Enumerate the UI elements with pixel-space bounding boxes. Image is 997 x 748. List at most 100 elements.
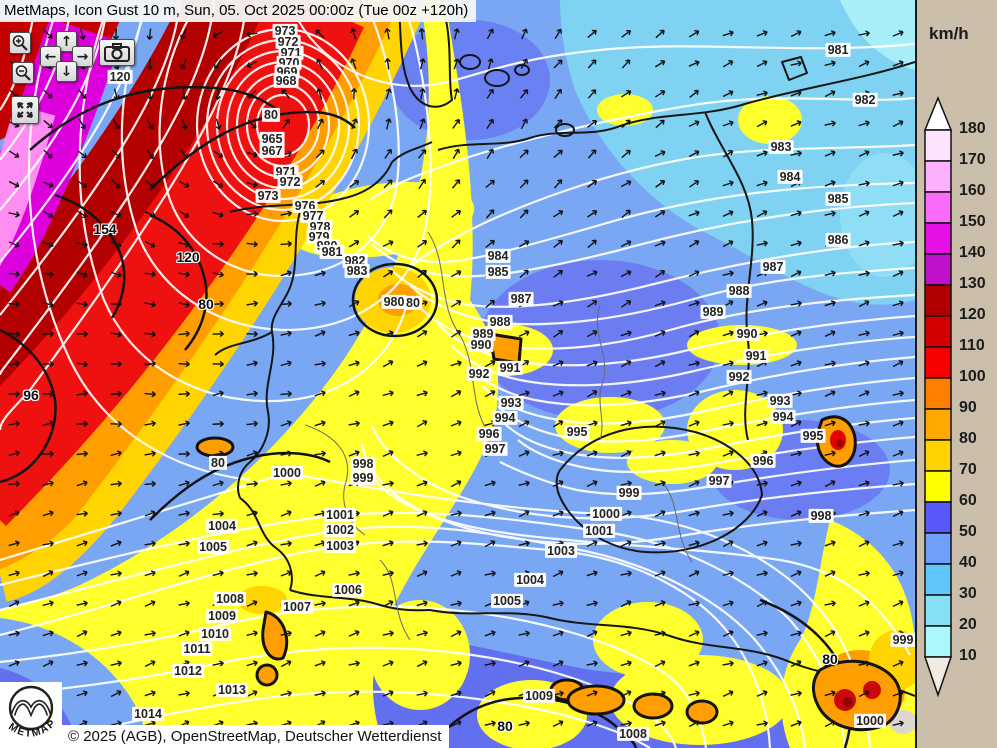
isobar-label: 984: [485, 248, 511, 264]
isobar-label: 995: [564, 424, 590, 440]
wind-arrow: [587, 239, 597, 249]
wind-arrow: [892, 570, 904, 577]
legend-value: 70: [959, 461, 977, 478]
wind-arrow: [722, 510, 734, 517]
pan-left-button[interactable]: ←: [40, 46, 61, 67]
wind-arrow: [8, 211, 20, 218]
isobar-label: 973: [255, 188, 281, 204]
wind-arrow: [756, 90, 768, 97]
isobar-label: 999: [616, 485, 642, 501]
wind-arrow: [688, 120, 700, 127]
wind-arrow: [824, 630, 836, 638]
wind-arrow: [722, 60, 734, 68]
wind-arrow: [419, 88, 426, 100]
wind-arrow: [146, 148, 154, 160]
wind-arrow: [892, 510, 904, 518]
fullscreen-button[interactable]: [11, 96, 39, 124]
wind-arrow: [553, 179, 563, 189]
isobar-label: 972: [275, 34, 301, 50]
legend-values: 180 170 160 150 140 130 120 110 100 90 80 70 60 50 40 3…: [917, 0, 997, 748]
wind-arrow: [484, 540, 496, 548]
wind-arrow: [824, 270, 836, 277]
wind-arrow: [246, 60, 258, 68]
wind-arrow: [144, 660, 156, 668]
wind-arrow: [518, 660, 530, 667]
pan-right-button[interactable]: →: [72, 46, 93, 67]
wind-arrow: [824, 150, 836, 157]
wind-arrow: [722, 720, 734, 727]
legend-value: 30: [959, 585, 977, 602]
wind-arrow: [858, 660, 870, 667]
weather-map[interactable]: 973 972 971 970 969 968 965 967 971 972 973 976 977 9…: [0, 0, 917, 748]
wind-arrow: [484, 660, 496, 667]
wind-arrow: [586, 540, 598, 547]
wind-arrow: [552, 390, 564, 397]
wind-arrow: [553, 119, 563, 129]
wind-arrow: [76, 330, 88, 338]
gust-contour-label: 80: [209, 455, 227, 471]
wind-arrow: [824, 720, 836, 728]
pan-down-button[interactable]: ↓: [56, 61, 77, 82]
wind-arrow: [382, 420, 394, 427]
wind-arrow: [858, 30, 870, 37]
wind-arrow: [110, 271, 122, 278]
wind-arrow: [484, 720, 496, 727]
wind-arrow: [688, 240, 700, 248]
wind-arrow: [316, 118, 324, 130]
wind-arrow: [519, 149, 529, 159]
wind-arrow: [487, 58, 494, 70]
wind-arrow: [621, 209, 631, 219]
wind-arrow: [654, 90, 666, 98]
wind-arrow: [76, 480, 88, 487]
wind-arrow: [144, 570, 156, 577]
zoom-in-button[interactable]: [9, 32, 31, 54]
wind-arrow: [382, 390, 394, 397]
wind-arrow: [620, 630, 632, 637]
wind-arrow: [181, 118, 188, 130]
wind-arrow: [453, 28, 460, 40]
wind-arrow: [147, 88, 154, 100]
wind-arrow: [756, 180, 768, 187]
wind-arrow: [453, 88, 460, 100]
wind-arrow: [892, 30, 904, 37]
wind-arrow: [790, 540, 802, 547]
wind-arrow: [858, 120, 870, 127]
wind-arrow: [587, 89, 597, 99]
wind-arrow: [214, 88, 221, 100]
pan-up-button[interactable]: ↑: [56, 31, 77, 52]
wind-arrow: [552, 720, 564, 728]
gust-contours: [0, 85, 902, 748]
snapshot-button[interactable]: [99, 39, 135, 66]
wind-arrow: [655, 270, 666, 278]
wind-arrow: [348, 600, 360, 607]
wind-arrow: [280, 300, 292, 307]
wind-arrow: [688, 660, 700, 667]
wind-arrow: [722, 420, 734, 427]
wind-arrow: [348, 690, 360, 698]
isobar-label: 986: [825, 232, 851, 248]
isobar-label: 996: [476, 426, 502, 442]
zoom-out-button[interactable]: [12, 62, 34, 84]
wind-arrow: [110, 540, 122, 547]
wind-arrow: [246, 31, 258, 38]
isobar-label: 998: [808, 508, 834, 524]
isobar-label: 1000: [590, 506, 622, 522]
isobar-label: 990: [734, 326, 760, 342]
wind-arrow: [382, 600, 394, 608]
wind-arrow: [8, 420, 20, 427]
isobar-label: 992: [466, 366, 492, 382]
gust-contour-label: 80: [198, 296, 214, 312]
isobar-label: 1001: [324, 507, 356, 523]
wind-arrow: [824, 600, 836, 607]
metmaps-logo-icon: METMAPS: [0, 673, 57, 740]
wind-arrow: [654, 300, 666, 307]
legend-value: 40: [959, 554, 977, 571]
wind-arrow: [858, 240, 870, 247]
wind-arrow: [688, 630, 700, 637]
wind-arrow: [42, 420, 54, 427]
legend-value: 50: [959, 523, 977, 540]
wind-arrow: [314, 600, 326, 607]
wind-arrow: [654, 690, 666, 697]
wind-arrow: [110, 331, 122, 338]
